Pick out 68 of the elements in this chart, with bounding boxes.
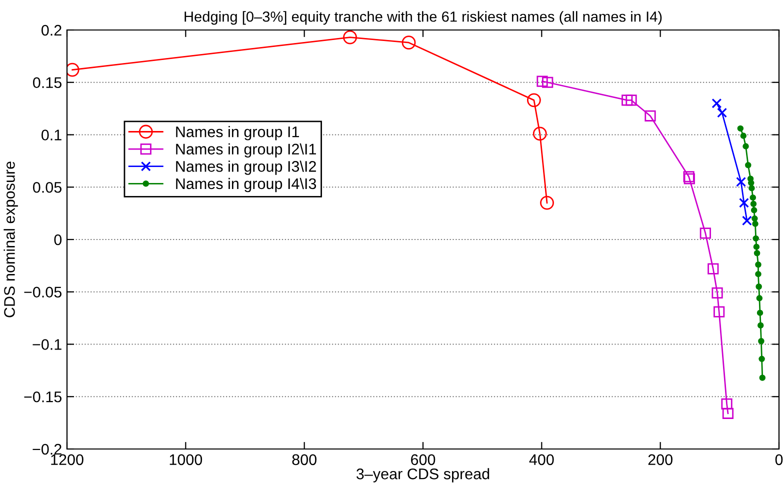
x-tick-label: 1200 [51,454,84,466]
point [714,306,725,318]
point [755,270,762,278]
y-tick-label: 0.2 [42,24,62,36]
x-tick-label: 600 [411,454,436,466]
point [740,132,747,139]
point [540,196,554,210]
point [758,338,764,344]
y-tick-label: 0.15 [33,77,62,88]
point [622,94,633,106]
point [745,162,752,168]
point [750,194,756,201]
legend-label: Names in group I4\I3 [176,178,316,192]
point [736,176,746,187]
x-tick-label: 800 [292,454,316,466]
point [536,76,548,87]
point [750,207,758,214]
point [708,263,719,274]
point [759,374,766,381]
y-tick-label: 0.1 [42,130,62,140]
point [756,295,763,302]
point [343,30,357,44]
point [527,93,541,108]
point [756,310,764,316]
point [748,185,755,192]
y-axis-title: CDS nominal exposure [4,162,18,318]
x-tick-label: 1000 [170,454,202,466]
point [67,62,80,77]
point [717,108,728,118]
point [742,216,752,226]
x-tick-label: 200 [648,454,672,466]
y-tick-label: 0.05 [33,182,62,193]
point [644,110,656,122]
point [755,262,762,268]
point [742,143,749,150]
y-tick-label: −0.1 [32,339,62,350]
point [752,235,759,242]
point [626,94,637,106]
point [402,36,416,50]
point [758,356,765,362]
point [700,228,711,239]
y-tick-label: −0.05 [24,286,62,298]
point [748,180,754,186]
x-axis-title: 3–year CDS spread [356,468,490,482]
legend-label: Names in group I2\I1 [176,143,316,158]
point [750,200,757,208]
point [712,98,722,108]
y-tick-label: −0.15 [24,391,62,402]
x-tick-label: 400 [529,454,554,466]
legend-label: Names in group I3\I2 [176,160,316,175]
chart-title: Hedging [0–3%] equity tranche with the 61 riskiest names (all names in I4) [184,11,662,25]
point [721,398,732,410]
point [722,408,734,419]
point [712,287,723,298]
point [757,322,764,329]
point [753,244,760,250]
point [756,284,762,290]
point [754,250,760,256]
y-tick-label: −0.2 [32,444,62,455]
y-tick-label: 0 [54,234,62,246]
point [752,215,758,222]
point [738,198,749,208]
point [542,76,554,88]
x-tick-label: 0 [775,454,783,466]
point [532,126,547,141]
legend-label: Names in group I1 [176,126,299,140]
point [752,220,758,227]
point [737,125,744,132]
